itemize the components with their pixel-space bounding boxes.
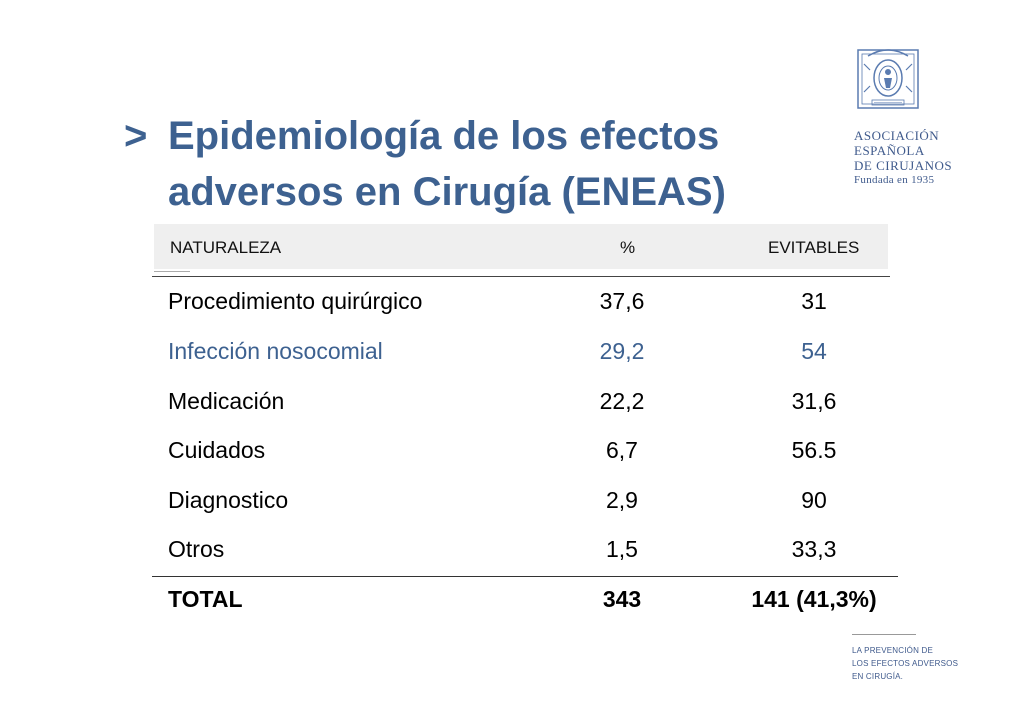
footer-line-2: LOS EFECTOS ADVERSOS: [852, 659, 959, 668]
title-line-2: adversos en Cirugía (ENEAS): [168, 170, 726, 214]
footer-line-1: LA PREVENCIÓN DE: [852, 646, 934, 655]
table-row: Cuidados 6,7 56.5: [152, 437, 898, 487]
logo-line-2: ESPAÑOLA: [854, 143, 925, 158]
association-name: ASOCIACIÓN ESPAÑOLA DE CIRUJANOS Fundada…: [854, 128, 952, 188]
table-row: Medicación 22,2 31,6: [152, 388, 898, 438]
title-line-1: Epidemiología de los efectos: [168, 114, 720, 158]
cell-naturaleza: Otros: [168, 536, 225, 562]
header-percent: %: [620, 238, 636, 257]
cell-percent: 29,2: [599, 338, 645, 364]
cell-percent: 37,6: [599, 288, 645, 314]
cell-percent: 1,5: [606, 536, 638, 562]
table-row-highlighted: Infección nosocomial 29,2 54: [152, 338, 898, 388]
footer-rule: [852, 634, 916, 635]
cell-total-percent: 343: [602, 586, 642, 612]
logo-line-1: ASOCIACIÓN: [854, 128, 940, 143]
cell-evitables: 31: [801, 288, 827, 314]
cell-naturaleza: Procedimiento quirúrgico: [168, 288, 423, 314]
logo-founded: Fundada en 1935: [854, 174, 935, 186]
header-tick: [154, 271, 190, 272]
table-row: Otros 1,5 33,3: [152, 536, 898, 586]
logo-line-3: DE CIRUJANOS: [854, 158, 953, 173]
footer-text: LA PREVENCIÓN DE LOS EFECTOS ADVERSOS EN…: [852, 644, 958, 683]
header-divider: [152, 276, 890, 277]
cell-evitables: 31,6: [791, 388, 837, 414]
cell-evitables: 90: [801, 487, 827, 513]
header-naturaleza: NATURALEZA: [170, 238, 282, 257]
header-evitables: EVITABLES: [768, 238, 860, 257]
cell-naturaleza: Medicación: [168, 388, 285, 414]
table-row: Diagnostico 2,9 90: [152, 487, 898, 537]
cell-percent: 6,7: [606, 437, 638, 463]
footer-line-3: EN CIRUGÍA.: [852, 672, 904, 681]
footer-campaign-logo: LA PREVENCIÓN DE LOS EFECTOS ADVERSOS EN…: [852, 634, 958, 683]
cell-evitables: 56.5: [791, 437, 837, 463]
cell-total-evitables: 141 (41,3%): [751, 586, 877, 612]
total-divider: [152, 576, 898, 577]
title-text: Epidemiología de los efectos adversos en…: [168, 108, 726, 220]
cell-total-label: TOTAL: [168, 586, 243, 612]
table-header: NATURALEZA % EVITABLES: [154, 224, 888, 269]
association-seal-icon: [854, 44, 922, 114]
table-row: Procedimiento quirúrgico 37,6 31: [152, 288, 898, 338]
cell-evitables: 33,3: [791, 536, 837, 562]
cell-evitables: 54: [801, 338, 827, 364]
cell-naturaleza: Infección nosocomial: [168, 338, 383, 364]
cell-percent: 22,2: [599, 388, 645, 414]
cell-percent: 2,9: [606, 487, 638, 513]
cell-naturaleza: Diagnostico: [168, 487, 289, 513]
table-row-total: TOTAL 343 141 (41,3%): [152, 586, 898, 636]
cell-naturaleza: Cuidados: [168, 437, 266, 463]
title-bullet-marker: >: [124, 114, 148, 158]
